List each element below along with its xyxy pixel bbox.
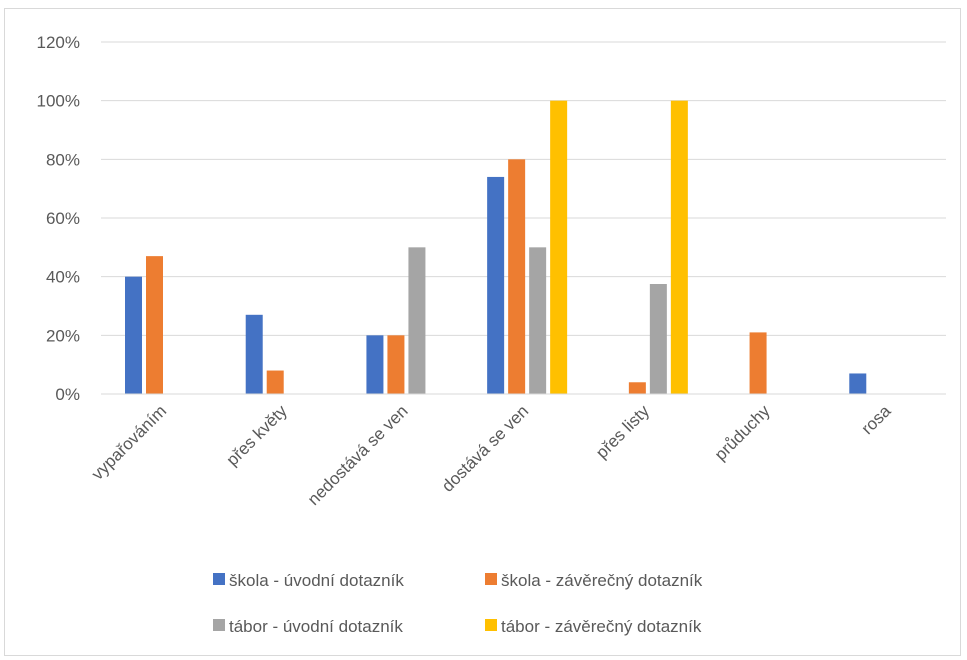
y-tick-label: 0% — [55, 385, 80, 404]
legend-label: tábor - závěrečný dotazník — [501, 617, 702, 636]
x-tick-label: průduchy — [711, 401, 774, 464]
bar — [670, 100, 688, 395]
y-tick-label: 60% — [46, 209, 80, 228]
y-tick-label: 120% — [37, 33, 80, 52]
x-axis-tick-labels: vypařováním přes květy nedostává se ven dos… — [88, 401, 895, 509]
bar — [649, 284, 667, 394]
bar — [529, 247, 547, 394]
bar — [508, 159, 526, 394]
chart-area: 0% 20% 40% 60% 80% 100% 120% vypařováním přes k… — [4, 8, 961, 656]
bar — [849, 373, 867, 394]
y-axis-tick-labels: 0% 20% 40% 60% 80% 100% 120% — [37, 33, 80, 404]
bar — [146, 256, 163, 394]
legend-label: tábor - úvodní dotazník — [229, 617, 403, 636]
legend-label: škola - úvodní dotazník — [229, 571, 404, 590]
bar — [387, 335, 405, 394]
bar — [487, 176, 505, 394]
bars — [125, 100, 867, 395]
legend-swatch — [485, 573, 497, 585]
x-tick-label: přes květy — [223, 401, 292, 470]
bar-chart: 0% 20% 40% 60% 80% 100% 120% vypařováním přes k… — [37, 33, 946, 636]
legend-swatch — [485, 619, 497, 631]
bar — [550, 100, 568, 395]
bar — [408, 247, 426, 394]
x-tick-label: přes listy — [592, 401, 653, 462]
bar — [245, 314, 263, 394]
bar — [266, 370, 284, 394]
x-tick-label: nedostává se ven — [304, 401, 412, 509]
bar — [628, 382, 646, 394]
y-tick-label: 100% — [37, 92, 80, 111]
y-tick-label: 80% — [46, 150, 80, 169]
legend-label: škola - závěrečný dotazník — [501, 571, 703, 590]
legend-swatch — [213, 573, 225, 585]
bar — [125, 276, 142, 394]
x-tick-label: dostává se ven — [438, 401, 532, 495]
legend-swatch — [213, 619, 225, 631]
x-tick-label: rosa — [858, 401, 895, 438]
x-tick-label: vypařováním — [88, 401, 170, 483]
legend: škola - úvodní dotazník škola - závěrečný… — [213, 571, 703, 636]
y-tick-label: 40% — [46, 268, 80, 287]
bar — [366, 335, 384, 394]
bar — [749, 332, 767, 394]
y-tick-label: 20% — [46, 326, 80, 345]
